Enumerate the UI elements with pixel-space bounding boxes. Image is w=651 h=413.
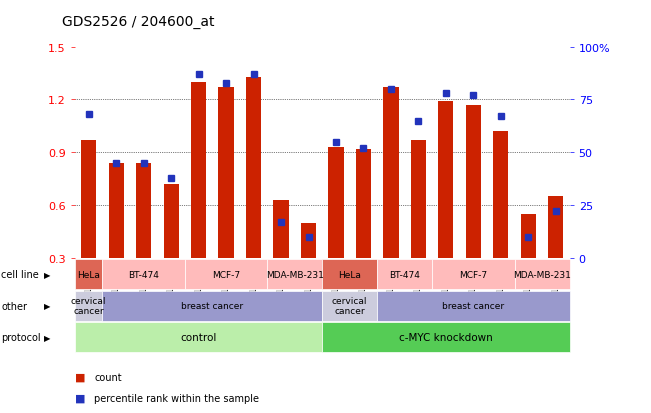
Text: breast cancer: breast cancer [181,301,243,311]
Text: cell line: cell line [1,270,39,280]
Bar [219,88,234,258]
Text: c-MYC knockdown: c-MYC knockdown [399,332,493,342]
Bar [163,184,178,258]
Bar [191,83,206,258]
Bar [246,77,261,258]
Text: protocol: protocol [1,332,41,342]
Text: MDA-MB-231: MDA-MB-231 [266,270,324,279]
Text: breast cancer: breast cancer [443,301,505,311]
Text: GDS2526 / 204600_at: GDS2526 / 204600_at [62,15,214,29]
Text: ▶: ▶ [44,270,51,279]
Bar [328,147,344,258]
Text: ■: ■ [75,393,85,403]
Bar [81,140,96,258]
Text: count: count [94,372,122,382]
Bar [411,140,426,258]
Bar [273,200,288,258]
Bar [548,197,564,258]
Text: HeLa: HeLa [77,270,100,279]
Text: ▶: ▶ [44,333,51,342]
Text: MDA-MB-231: MDA-MB-231 [513,270,571,279]
Bar [109,163,124,258]
Text: BT-474: BT-474 [128,270,159,279]
Bar [521,214,536,258]
Text: MCF-7: MCF-7 [460,270,488,279]
Bar [301,223,316,258]
Text: other: other [1,301,27,311]
Bar [383,88,398,258]
Text: ■: ■ [75,372,85,382]
Text: ▶: ▶ [44,301,51,311]
Text: control: control [180,332,217,342]
Bar [493,132,508,258]
Text: cervical
cancer: cervical cancer [71,297,106,316]
Text: percentile rank within the sample: percentile rank within the sample [94,393,259,403]
Bar [438,102,454,258]
Text: HeLa: HeLa [339,270,361,279]
Text: BT-474: BT-474 [389,270,420,279]
Text: MCF-7: MCF-7 [212,270,240,279]
Bar [466,105,481,258]
Bar [136,163,151,258]
Bar [356,150,371,258]
Text: cervical
cancer: cervical cancer [332,297,367,316]
